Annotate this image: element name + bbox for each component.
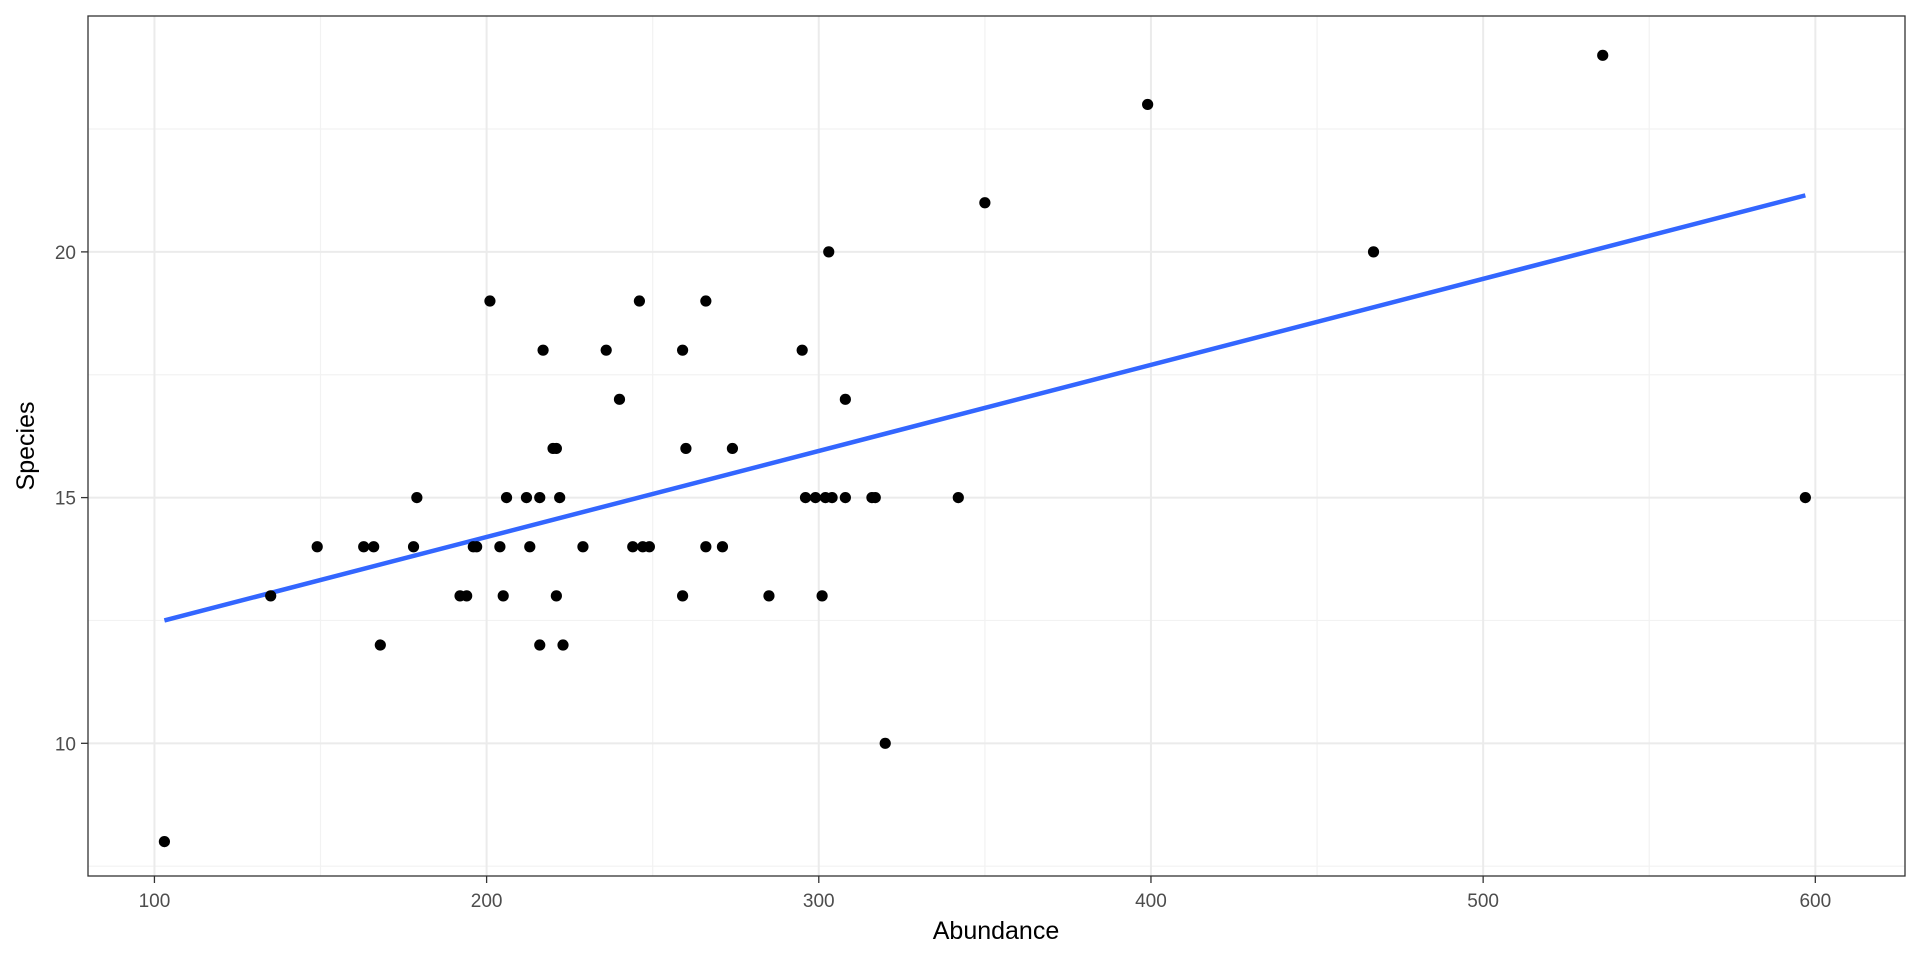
trend-line-group	[163, 193, 1806, 623]
data-point	[979, 197, 991, 209]
data-point	[716, 541, 729, 553]
x-tick-label: 600	[1799, 891, 1831, 912]
data-point	[471, 541, 483, 553]
data-point	[1367, 246, 1380, 258]
data-point	[524, 541, 536, 553]
data-point	[809, 492, 822, 504]
data-point	[1799, 492, 1811, 504]
data-point	[839, 393, 851, 405]
x-tick-label: 400	[1135, 891, 1167, 912]
data-point	[700, 295, 712, 307]
data-point	[627, 541, 639, 553]
data-point	[879, 737, 891, 749]
y-tick-label: 15	[55, 489, 76, 510]
data-point	[869, 492, 881, 504]
data-point	[158, 836, 171, 848]
data-point	[952, 492, 964, 504]
data-point	[823, 246, 835, 258]
data-point	[520, 492, 533, 504]
trend-line	[163, 193, 1806, 623]
data-point	[537, 344, 549, 356]
x-tick-label: 500	[1467, 891, 1499, 912]
data-point	[633, 295, 646, 307]
data-point	[368, 541, 380, 553]
data-point	[799, 492, 812, 504]
data-point	[1142, 98, 1154, 111]
data-point	[550, 590, 562, 602]
data-point	[557, 639, 569, 651]
data-point	[411, 492, 423, 504]
data-point	[550, 442, 562, 455]
y-tick-label: 10	[55, 734, 76, 755]
data-point	[796, 344, 808, 356]
data-point	[407, 541, 420, 553]
data-point	[500, 492, 513, 504]
y-tick-label: 20	[55, 243, 76, 264]
data-point	[763, 590, 775, 602]
y-axis: 10 15 20	[55, 243, 88, 755]
data-point	[534, 492, 546, 504]
data-point	[1597, 49, 1609, 61]
data-point	[839, 492, 851, 504]
y-axis-title: Species	[12, 402, 40, 491]
data-point	[676, 344, 689, 356]
data-point	[726, 442, 739, 455]
plot-panel-border	[87, 15, 1906, 877]
minor-gridlines	[88, 16, 1905, 876]
x-axis-title: Abundance	[933, 917, 1060, 945]
data-point	[826, 492, 838, 504]
data-point	[676, 590, 689, 602]
data-point	[600, 344, 612, 356]
major-gridlines	[88, 16, 1905, 876]
data-point	[265, 590, 277, 602]
data-points	[158, 49, 1811, 848]
data-point	[613, 393, 626, 405]
data-point	[494, 541, 506, 553]
data-point	[358, 541, 370, 553]
x-tick-label: 100	[139, 891, 171, 912]
data-point	[680, 442, 692, 455]
x-tick-label: 300	[803, 891, 835, 912]
data-point	[461, 590, 473, 602]
data-point	[374, 639, 386, 651]
data-point	[577, 541, 589, 553]
data-point	[484, 295, 496, 307]
data-point	[700, 541, 712, 553]
data-point	[311, 541, 323, 553]
data-point	[643, 541, 655, 553]
x-axis: 100 200 300 400 500 600	[139, 876, 1831, 912]
data-point	[816, 590, 828, 602]
data-point	[554, 492, 566, 504]
data-point	[534, 639, 546, 651]
data-point	[497, 590, 509, 602]
x-tick-label: 200	[471, 891, 503, 912]
